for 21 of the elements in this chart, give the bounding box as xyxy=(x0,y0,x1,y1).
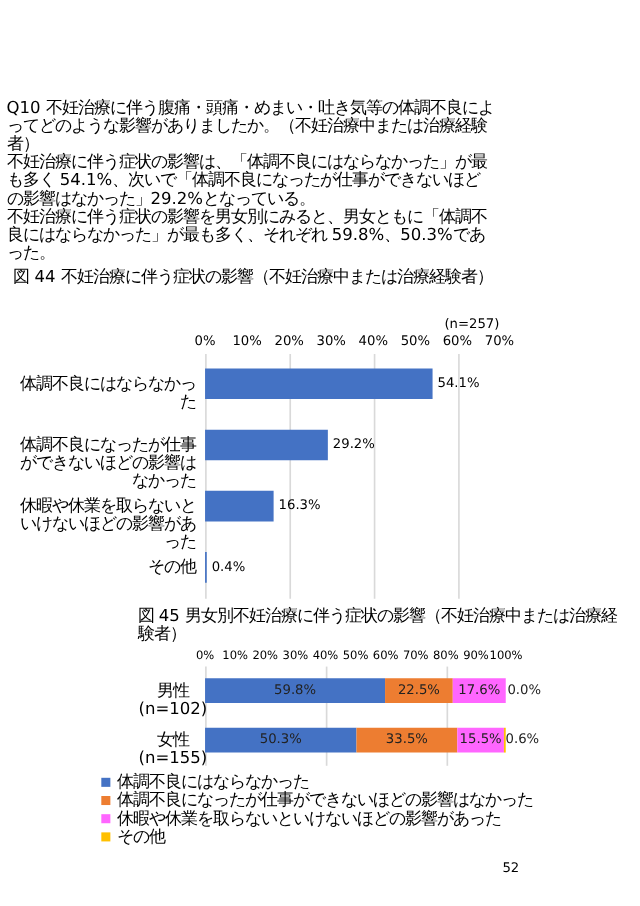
y-tick-label: 体調不良になったが仕事ができないほどの影響はなかった xyxy=(19,433,196,491)
text: Q10 不妊治療に伴う腹痛・頭痛・めまい・吐き気等の体調不良によってどのような影響がありましたか。（不妊治療中または治療経験者） xyxy=(6,96,494,153)
bar xyxy=(205,727,357,753)
chart-title: 図 44 不妊治療に伴う症状の影響（不妊治療中または治療経験者） xyxy=(13,266,493,287)
legend-label: 休暇や休業を取らないといけないほどの影響があった xyxy=(117,807,502,828)
bar xyxy=(205,490,274,522)
y-tick-label: 体調不良にはならなかった xyxy=(19,372,196,411)
chart-title: 図 45 男女別不妊治療に伴う症状の影響（不妊治療中または治療経験者） xyxy=(135,605,618,644)
y-tick-label: その他 xyxy=(147,556,196,577)
bar xyxy=(356,727,458,753)
y-tick-label: 休暇や休業を取らないといけないほどの影響があった xyxy=(19,495,196,552)
legend-label: 体調不良にはならなかった xyxy=(117,771,310,792)
bar xyxy=(205,368,433,400)
legend-label: 体調不良になったが仕事ができないほどの影響はなかった xyxy=(117,789,534,810)
bar xyxy=(205,429,328,461)
bar xyxy=(205,678,386,703)
y-tick-label: 男性 (n=102) xyxy=(138,679,208,718)
y-tick-label: 女性 (n=155) xyxy=(138,729,208,768)
text: 不妊治療に伴う症状の影響は、「体調不良にはならなかった」が最も多く 54.1%、次いで「体調不良になったが仕事ができないほどの影響はなかった」29.2%となっている。 xyxy=(6,151,487,208)
legend-label: その他 xyxy=(117,825,166,846)
text: 不妊治療に伴う症状の影響を男女別にみると、男女ともに「体調不良にはならなかった」が最も多く、それぞれ 59.8%、50.3%であった。 xyxy=(6,205,487,263)
